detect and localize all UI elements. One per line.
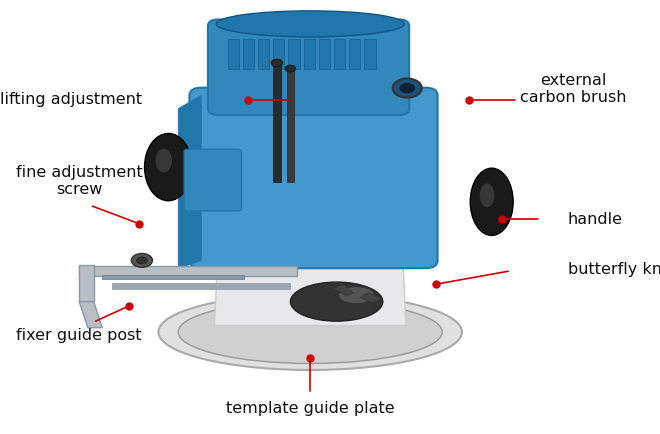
- Bar: [243, 39, 254, 69]
- Bar: [228, 39, 239, 69]
- Ellipse shape: [290, 282, 383, 321]
- FancyBboxPatch shape: [208, 20, 409, 115]
- Ellipse shape: [156, 148, 172, 172]
- Circle shape: [137, 257, 147, 264]
- Text: fine adjustment
screw: fine adjustment screw: [16, 165, 143, 197]
- Bar: [273, 63, 281, 182]
- Text: template guide plate: template guide plate: [226, 401, 395, 417]
- Ellipse shape: [480, 183, 494, 207]
- Ellipse shape: [216, 11, 404, 37]
- Circle shape: [393, 79, 422, 98]
- Ellipse shape: [470, 168, 513, 235]
- Bar: [364, 39, 376, 69]
- Bar: [349, 39, 360, 69]
- Text: lifting adjustment: lifting adjustment: [0, 92, 142, 107]
- Bar: [79, 266, 297, 276]
- Circle shape: [131, 253, 152, 267]
- Bar: [319, 39, 330, 69]
- Ellipse shape: [178, 301, 442, 364]
- Text: external
carbon brush: external carbon brush: [521, 73, 627, 105]
- Bar: [304, 39, 315, 69]
- Bar: [287, 69, 294, 182]
- Polygon shape: [214, 252, 406, 326]
- Ellipse shape: [338, 286, 375, 304]
- Polygon shape: [333, 284, 353, 296]
- FancyBboxPatch shape: [189, 88, 438, 268]
- Bar: [258, 39, 269, 69]
- Circle shape: [399, 83, 415, 93]
- Circle shape: [285, 65, 296, 72]
- Bar: [112, 283, 290, 289]
- Bar: [79, 265, 94, 302]
- Polygon shape: [178, 95, 201, 269]
- Ellipse shape: [145, 134, 192, 201]
- Polygon shape: [79, 302, 102, 328]
- Bar: [273, 39, 284, 69]
- FancyBboxPatch shape: [184, 149, 242, 211]
- Bar: [288, 39, 300, 69]
- Text: handle: handle: [568, 212, 622, 227]
- Bar: [334, 39, 345, 69]
- Text: butterfly knob: butterfly knob: [568, 262, 660, 276]
- Bar: [102, 275, 244, 279]
- Polygon shape: [360, 293, 381, 303]
- Ellipse shape: [158, 294, 462, 370]
- Text: fixer guide post: fixer guide post: [16, 328, 142, 343]
- Circle shape: [271, 59, 282, 67]
